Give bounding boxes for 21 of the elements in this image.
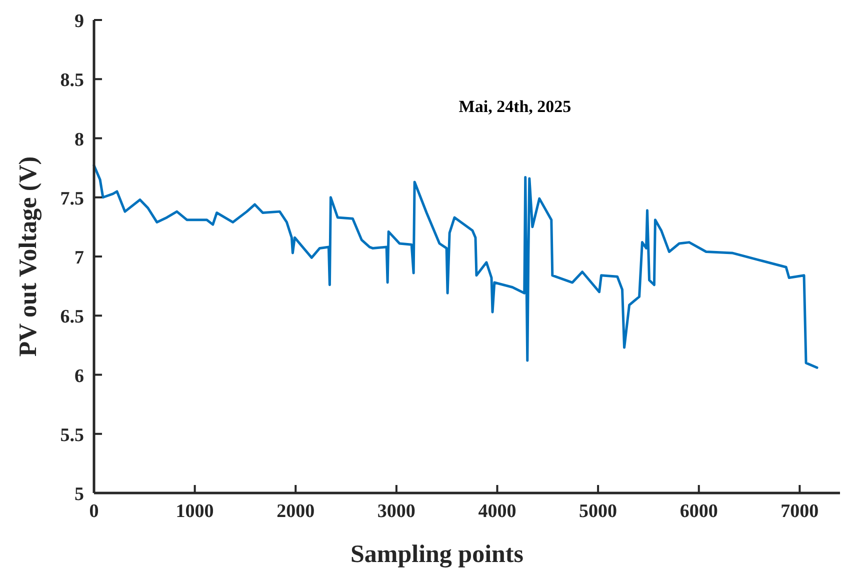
x-tick-label: 6000: [680, 501, 718, 522]
y-tick-label: 7.5: [60, 188, 84, 210]
x-tick-label: 7000: [780, 501, 819, 522]
annotation: Mai, 24th, 2025: [458, 97, 572, 116]
y-tick-label: 6: [74, 366, 84, 387]
y-axis-title: PV out Voltage (V): [15, 156, 42, 357]
y-tick-label: 5: [74, 484, 84, 505]
y-tick-label: 5.5: [60, 424, 84, 446]
x-tick-label: 0: [89, 501, 99, 522]
x-tick-label: 2000: [276, 501, 315, 522]
y-tick-label: 9: [74, 11, 84, 32]
x-axis-title: Sampling points: [350, 541, 524, 568]
line-series: [92, 164, 818, 369]
x-tick-label: 1000: [176, 501, 214, 522]
y-tick-label: 6.5: [60, 306, 84, 328]
x-tick-label: 3000: [377, 501, 416, 522]
x-tick-label: 5000: [579, 501, 618, 522]
x-tick-label: 4000: [478, 501, 516, 522]
y-tick-label: 7: [74, 248, 84, 268]
y-tick-label: 8: [74, 129, 84, 150]
y-tick-label: 8.5: [60, 70, 84, 92]
